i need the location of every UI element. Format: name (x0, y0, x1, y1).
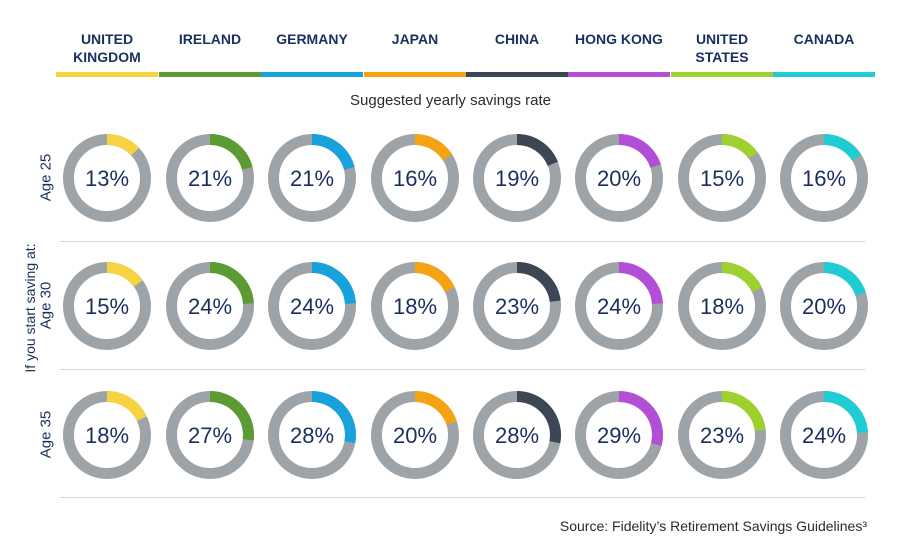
donut-chart: 15% (63, 262, 151, 350)
donut-segment (311, 391, 356, 444)
donut-value-label: 16% (393, 166, 437, 191)
donut-value-label: 20% (802, 294, 846, 319)
donut-segment (721, 134, 758, 159)
donut-segment (209, 262, 254, 305)
donut-value-label: 28% (495, 423, 539, 448)
donut-segment (618, 391, 663, 446)
donut-chart: 15% (678, 134, 766, 222)
column-color-bar (568, 72, 670, 77)
donut-segment (414, 134, 453, 161)
donut-segment (721, 391, 766, 432)
donut-value-label: 19% (495, 166, 539, 191)
donut-value-label: 24% (290, 294, 334, 319)
donut-chart: 20% (780, 262, 868, 350)
column-color-bar (159, 72, 261, 77)
donut-chart: 16% (371, 134, 459, 222)
donut-chart: 13% (63, 134, 151, 222)
donut-value-label: 29% (597, 423, 641, 448)
column-header: HONG KONG (575, 31, 663, 47)
donut-value-label: 15% (700, 166, 744, 191)
column-header: GERMANY (276, 31, 348, 47)
donut-chart: 19% (473, 134, 561, 222)
donut-segment (106, 391, 147, 422)
row-divider (60, 497, 865, 498)
donut-segment (414, 262, 455, 293)
donut-value-label: 16% (802, 166, 846, 191)
column-color-bar (671, 72, 773, 77)
donut-value-label: 20% (393, 423, 437, 448)
donut-value-label: 20% (597, 166, 641, 191)
donut-segment (721, 262, 762, 293)
donut-value-label: 18% (700, 294, 744, 319)
donut-value-label: 24% (188, 294, 232, 319)
column-header: CHINA (494, 31, 540, 47)
donut-chart: 18% (371, 262, 459, 350)
donut-chart: 20% (575, 134, 663, 222)
donut-value-label: 15% (85, 294, 129, 319)
donut-chart: 16% (780, 134, 868, 222)
donut-chart: 24% (780, 391, 868, 479)
column-color-bar (773, 72, 875, 77)
donut-segment (823, 134, 862, 161)
donut-value-label: 24% (802, 423, 846, 448)
column-color-bar (56, 72, 158, 77)
source-note: Source: Fidelity’s Retirement Savings Gu… (559, 518, 867, 534)
column-header: IRELAND (178, 31, 242, 47)
row-divider (60, 369, 865, 370)
row-divider (60, 241, 865, 242)
donut-value-label: 21% (290, 166, 334, 191)
donut-chart: 29% (575, 391, 663, 479)
donut-segment (311, 262, 356, 305)
donut-chart: 24% (575, 262, 663, 350)
donut-value-label: 21% (188, 166, 232, 191)
donut-value-label: 23% (700, 423, 744, 448)
donut-chart: 23% (678, 391, 766, 479)
column-color-bar (466, 72, 568, 77)
donut-segment (209, 134, 253, 171)
donut-segment (414, 391, 457, 426)
donut-value-label: 18% (85, 423, 129, 448)
donut-value-label: 28% (290, 423, 334, 448)
donut-chart: 27% (166, 391, 254, 479)
donut-value-label: 13% (85, 166, 129, 191)
column-color-bar (261, 72, 363, 77)
donut-segment (516, 262, 561, 303)
donut-chart: 18% (678, 262, 766, 350)
donut-segment (106, 134, 140, 156)
column-header: UNITED KINGDOM (73, 31, 141, 65)
donut-chart: 28% (268, 391, 356, 479)
donut-segment (311, 134, 355, 171)
column-header: UNITED STATES (695, 31, 749, 65)
donut-chart: 24% (268, 262, 356, 350)
donut-chart: 28% (473, 391, 561, 479)
donut-chart: 21% (166, 134, 254, 222)
donut-value-label: 18% (393, 294, 437, 319)
donut-segment (516, 134, 558, 167)
donut-chart: 20% (371, 391, 459, 479)
donut-segment (823, 262, 866, 297)
donut-segment (618, 262, 663, 305)
donut-chart: 21% (268, 134, 356, 222)
donut-chart: 18% (63, 391, 151, 479)
donut-value-label: 27% (188, 423, 232, 448)
donut-value-label: 24% (597, 294, 641, 319)
donut-segment (823, 391, 868, 434)
donut-chart: 23% (473, 262, 561, 350)
donut-segment (106, 262, 143, 287)
donut-value-label: 23% (495, 294, 539, 319)
donut-chart: 24% (166, 262, 254, 350)
donut-segment (209, 391, 254, 441)
column-header: CANADA (793, 31, 855, 47)
chart-subtitle: Suggested yearly savings rate (350, 92, 551, 109)
donut-segment (516, 391, 561, 444)
donut-segment (618, 134, 661, 169)
column-header: JAPAN (391, 31, 439, 47)
column-color-bar (364, 72, 466, 77)
